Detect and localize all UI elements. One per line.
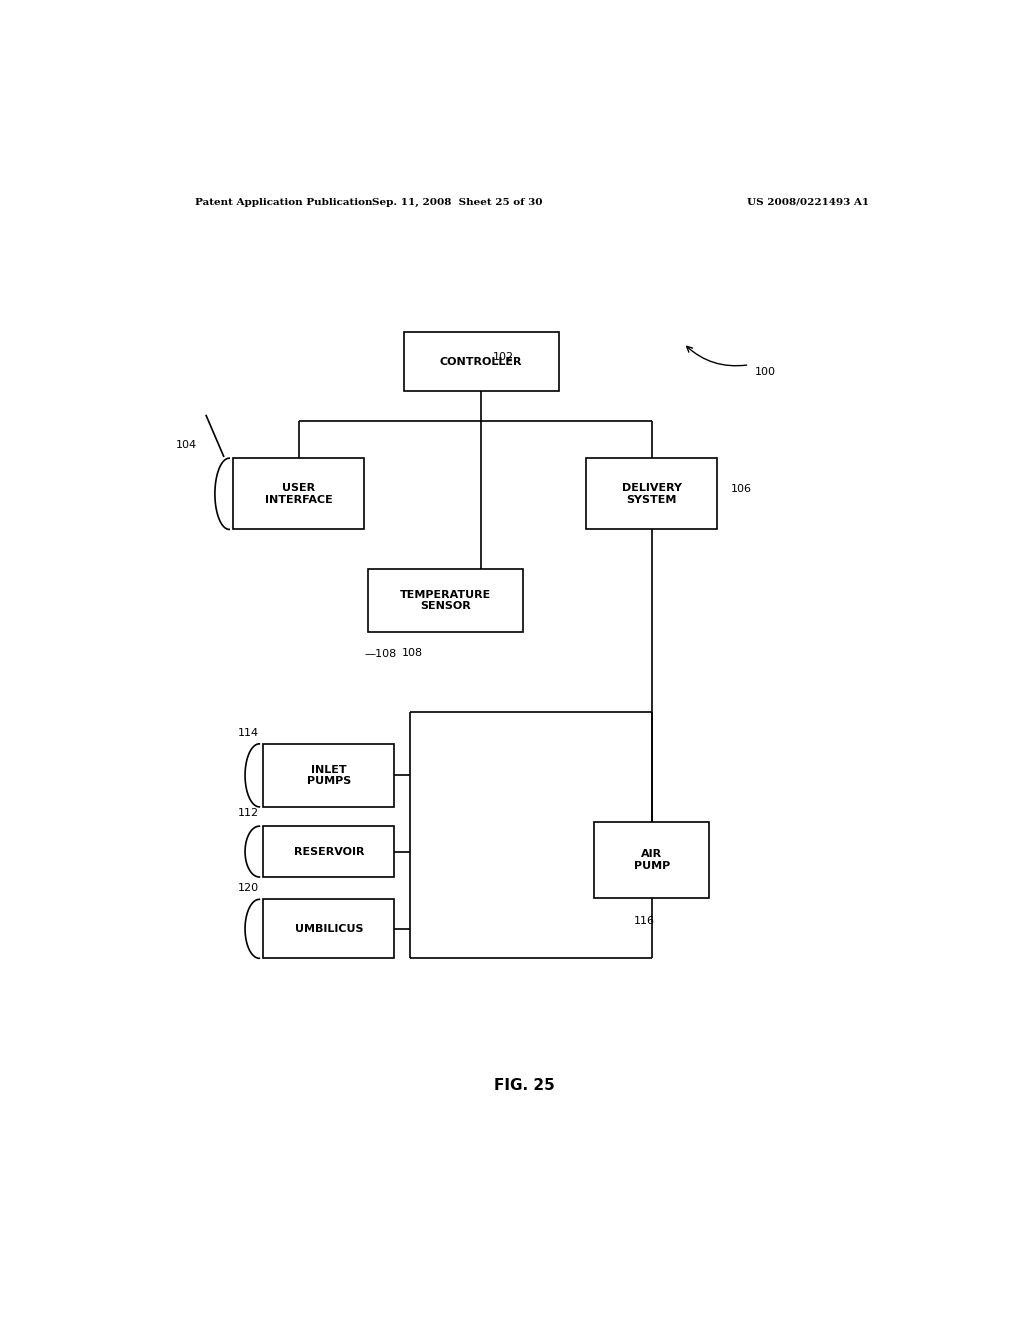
Text: USER
INTERFACE: USER INTERFACE	[265, 483, 333, 504]
Text: 104: 104	[176, 440, 197, 450]
Bar	[233, 458, 365, 529]
Text: Patent Application Publication: Patent Application Publication	[196, 198, 373, 207]
Text: FIG. 25: FIG. 25	[495, 1078, 555, 1093]
Text: US 2008/0221493 A1: US 2008/0221493 A1	[748, 198, 869, 207]
Text: 108: 108	[401, 648, 423, 659]
Bar	[263, 826, 394, 876]
Bar	[263, 899, 394, 958]
Text: DELIVERY
SYSTEM: DELIVERY SYSTEM	[622, 483, 682, 504]
Bar	[263, 744, 394, 807]
Text: 112: 112	[238, 808, 259, 818]
Text: TEMPERATURE
SENSOR: TEMPERATURE SENSOR	[399, 590, 492, 611]
Bar	[403, 333, 558, 391]
Text: CONTROLLER: CONTROLLER	[440, 356, 522, 367]
Text: UMBILICUS: UMBILICUS	[295, 924, 364, 933]
Text: 114: 114	[238, 727, 259, 738]
Text: —108: —108	[365, 649, 396, 660]
Text: 116: 116	[634, 916, 655, 925]
Bar	[368, 569, 523, 632]
Text: RESERVOIR: RESERVOIR	[294, 846, 364, 857]
Text: AIR
PUMP: AIR PUMP	[634, 849, 670, 870]
Text: 100: 100	[755, 367, 776, 376]
Text: Sep. 11, 2008  Sheet 25 of 30: Sep. 11, 2008 Sheet 25 of 30	[372, 198, 543, 207]
Text: 102: 102	[494, 351, 514, 362]
Text: 120: 120	[238, 883, 259, 894]
Bar	[587, 458, 717, 529]
Text: 106: 106	[731, 483, 753, 494]
Text: INLET
PUMPS: INLET PUMPS	[306, 764, 351, 787]
Bar	[594, 821, 710, 898]
